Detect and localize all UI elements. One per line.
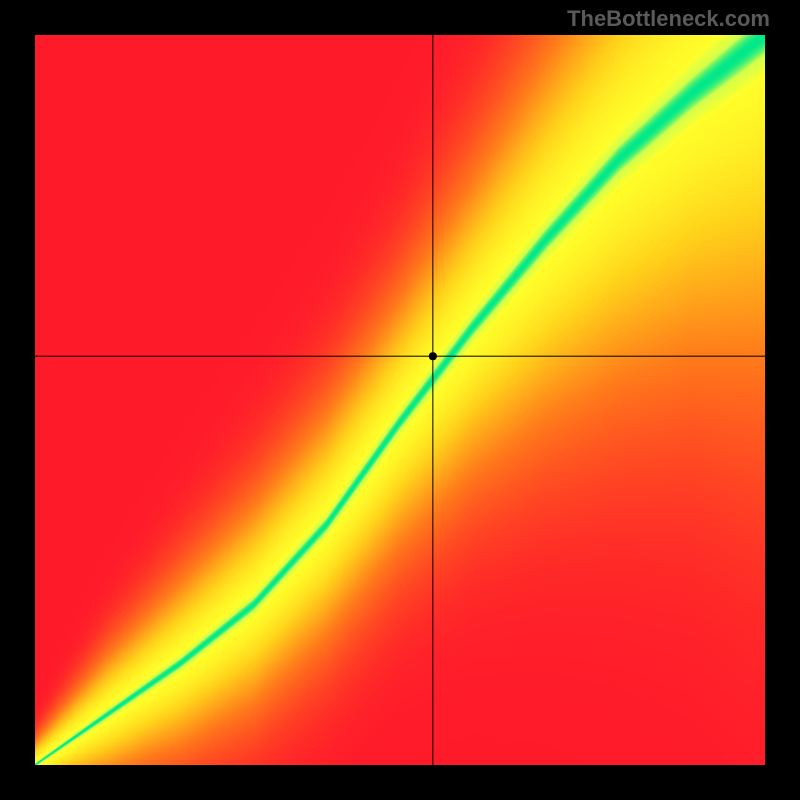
heatmap-canvas — [35, 35, 765, 765]
chart-frame: TheBottleneck.com — [0, 0, 800, 800]
watermark-text: TheBottleneck.com — [567, 6, 770, 32]
heatmap-plot — [35, 35, 765, 765]
